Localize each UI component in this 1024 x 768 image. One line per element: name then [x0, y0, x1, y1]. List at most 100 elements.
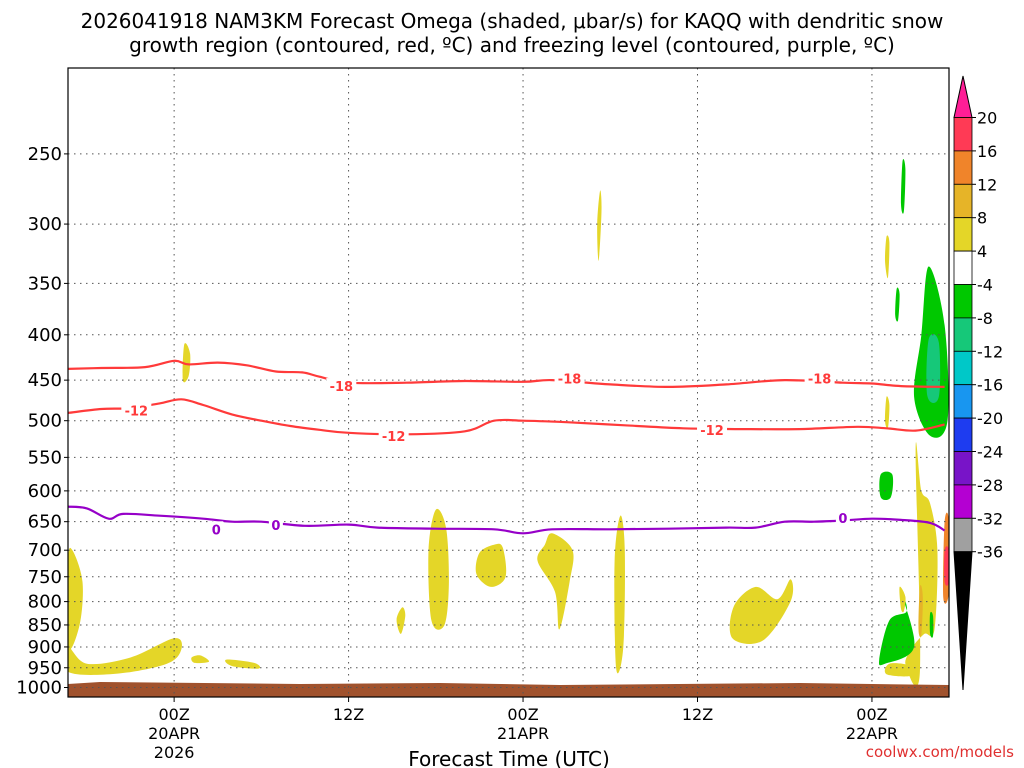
y-tick-label: 500 — [28, 411, 62, 432]
x-tick-label: 00Z — [507, 705, 538, 724]
contour-label-2-0: 0 — [271, 519, 280, 534]
x-tick-label: 12Z — [333, 705, 364, 724]
contour-label-bg — [378, 427, 409, 443]
plot-frame — [67, 67, 950, 698]
colorbar-swatch-4 — [953, 250, 973, 285]
colorbar-swatch-1 — [953, 150, 973, 185]
y-tick-label: 600 — [28, 481, 62, 502]
colorbar-label: 12 — [977, 175, 997, 194]
contour-label-1-2: -12 — [700, 424, 724, 439]
colorbar-label: -28 — [977, 476, 1003, 495]
colorbar-swatch-2 — [953, 183, 973, 219]
omega-shading-layer — [68, 158, 949, 697]
contour-line-2 — [68, 505, 946, 535]
colorbar-label: 8 — [977, 209, 987, 228]
omega-region-14 — [884, 235, 890, 279]
omega-region-19 — [900, 158, 906, 214]
y-tick-label: 250 — [28, 144, 62, 165]
y-tick-label: 450 — [28, 370, 62, 391]
chart-title-line-2: growth region (contoured, red, ºC) and f… — [129, 33, 895, 57]
colorbar-label: 20 — [977, 109, 997, 128]
x-tick-label: 12Z — [682, 705, 713, 724]
y-tick-label: 850 — [28, 615, 62, 636]
x-tick-label: 00Z — [856, 705, 887, 724]
x-tick-label: 00Z — [158, 705, 189, 724]
colorbar-label: -16 — [977, 376, 1003, 395]
colorbar-top-arrow — [953, 75, 973, 118]
omega-region-15 — [884, 396, 890, 430]
y-tick-label: 700 — [28, 540, 62, 561]
colorbar-bottom-arrow — [953, 551, 973, 691]
colorbar-swatch-9 — [953, 417, 973, 452]
colorbar-swatch-12 — [953, 517, 973, 553]
contour-label-0-1: -18 — [558, 372, 582, 387]
credit-label[interactable]: coolwx.com/models — [866, 743, 1014, 761]
omega-region-0 — [68, 547, 83, 650]
contour-line-1 — [68, 398, 945, 436]
omega-region-4 — [182, 343, 191, 383]
x-tick-label: 22APR — [846, 724, 898, 743]
y-tick-label: 750 — [28, 567, 62, 588]
x-tick-label: 20APR — [148, 724, 200, 743]
colorbar-swatch-7 — [953, 350, 973, 386]
omega-region-21 — [895, 287, 900, 322]
colorbar-label: -12 — [977, 342, 1003, 361]
omega-region-18 — [899, 586, 906, 613]
omega-region-24 — [918, 585, 923, 637]
omega-region-5 — [428, 508, 449, 630]
omega-region-9 — [396, 607, 406, 634]
y-tick-label: 950 — [28, 658, 62, 679]
colorbar-swatch-3 — [953, 217, 973, 252]
x-axis-title: Forecast Time (UTC) — [408, 747, 610, 768]
temperature-contours: -18 -18 -18 -12 -12 -12 0 0 0 — [68, 359, 946, 538]
contour-label-bg — [835, 510, 850, 526]
colorbar-swatch-8 — [953, 384, 973, 419]
colorbar-label: -8 — [977, 309, 993, 328]
contour-label-2-2: 0 — [838, 512, 847, 527]
omega-region-2 — [191, 655, 210, 664]
omega-region-12 — [905, 442, 938, 687]
contour-label-1-1: -12 — [382, 430, 406, 445]
y-tick-label: 800 — [28, 592, 62, 613]
contour-label-1-0: -12 — [125, 405, 149, 420]
y-tick-label: 350 — [28, 273, 62, 294]
colorbar-label: -36 — [977, 543, 1003, 562]
terrain-strip — [68, 682, 949, 697]
y-tick-label: 550 — [28, 447, 62, 468]
y-axis-pressure: 2503003504004505005506006507007508008509… — [16, 144, 68, 698]
omega-region-13 — [884, 663, 914, 677]
colorbar-label: -32 — [977, 509, 1003, 528]
contour-label-bg — [268, 517, 283, 533]
colorbar-swatch-0 — [953, 117, 973, 152]
colorbar-label: -24 — [977, 443, 1003, 462]
contour-label-bg — [804, 370, 835, 386]
omega-region-23 — [926, 334, 941, 403]
colorbar-label: 4 — [977, 242, 987, 261]
omega-region-7 — [537, 533, 574, 630]
omega-region-8 — [614, 515, 625, 674]
contour-line-0 — [68, 359, 945, 389]
colorbar-swatch-6 — [953, 317, 973, 352]
contour-label-2-1: 0 — [212, 523, 221, 538]
contour-label-bg — [209, 521, 224, 537]
colorbar: 20 16 12 8 4 -4 -8 -12 -16 -20 -24 -28 -32 -36 — [953, 75, 1003, 691]
omega-region-1 — [68, 638, 182, 675]
y-tick-label: 650 — [28, 512, 62, 533]
contour-label-bg — [697, 421, 728, 437]
omega-region-22 — [929, 611, 934, 638]
contour-label-bg — [121, 402, 152, 418]
colorbar-label: -20 — [977, 409, 1003, 428]
omega-region-10 — [597, 190, 602, 261]
x-tick-label: 21APR — [497, 724, 549, 743]
omega-region-26 — [944, 546, 949, 586]
colorbar-swatch-10 — [953, 451, 973, 486]
y-tick-label: 300 — [28, 214, 62, 235]
y-tick-label: 900 — [28, 637, 62, 658]
contour-label-bg — [326, 378, 357, 394]
x-tick-label: 2026 — [154, 743, 195, 762]
colorbar-swatch-11 — [953, 484, 973, 519]
omega-region-20 — [879, 471, 894, 501]
contour-label-0-2: -18 — [808, 372, 832, 387]
